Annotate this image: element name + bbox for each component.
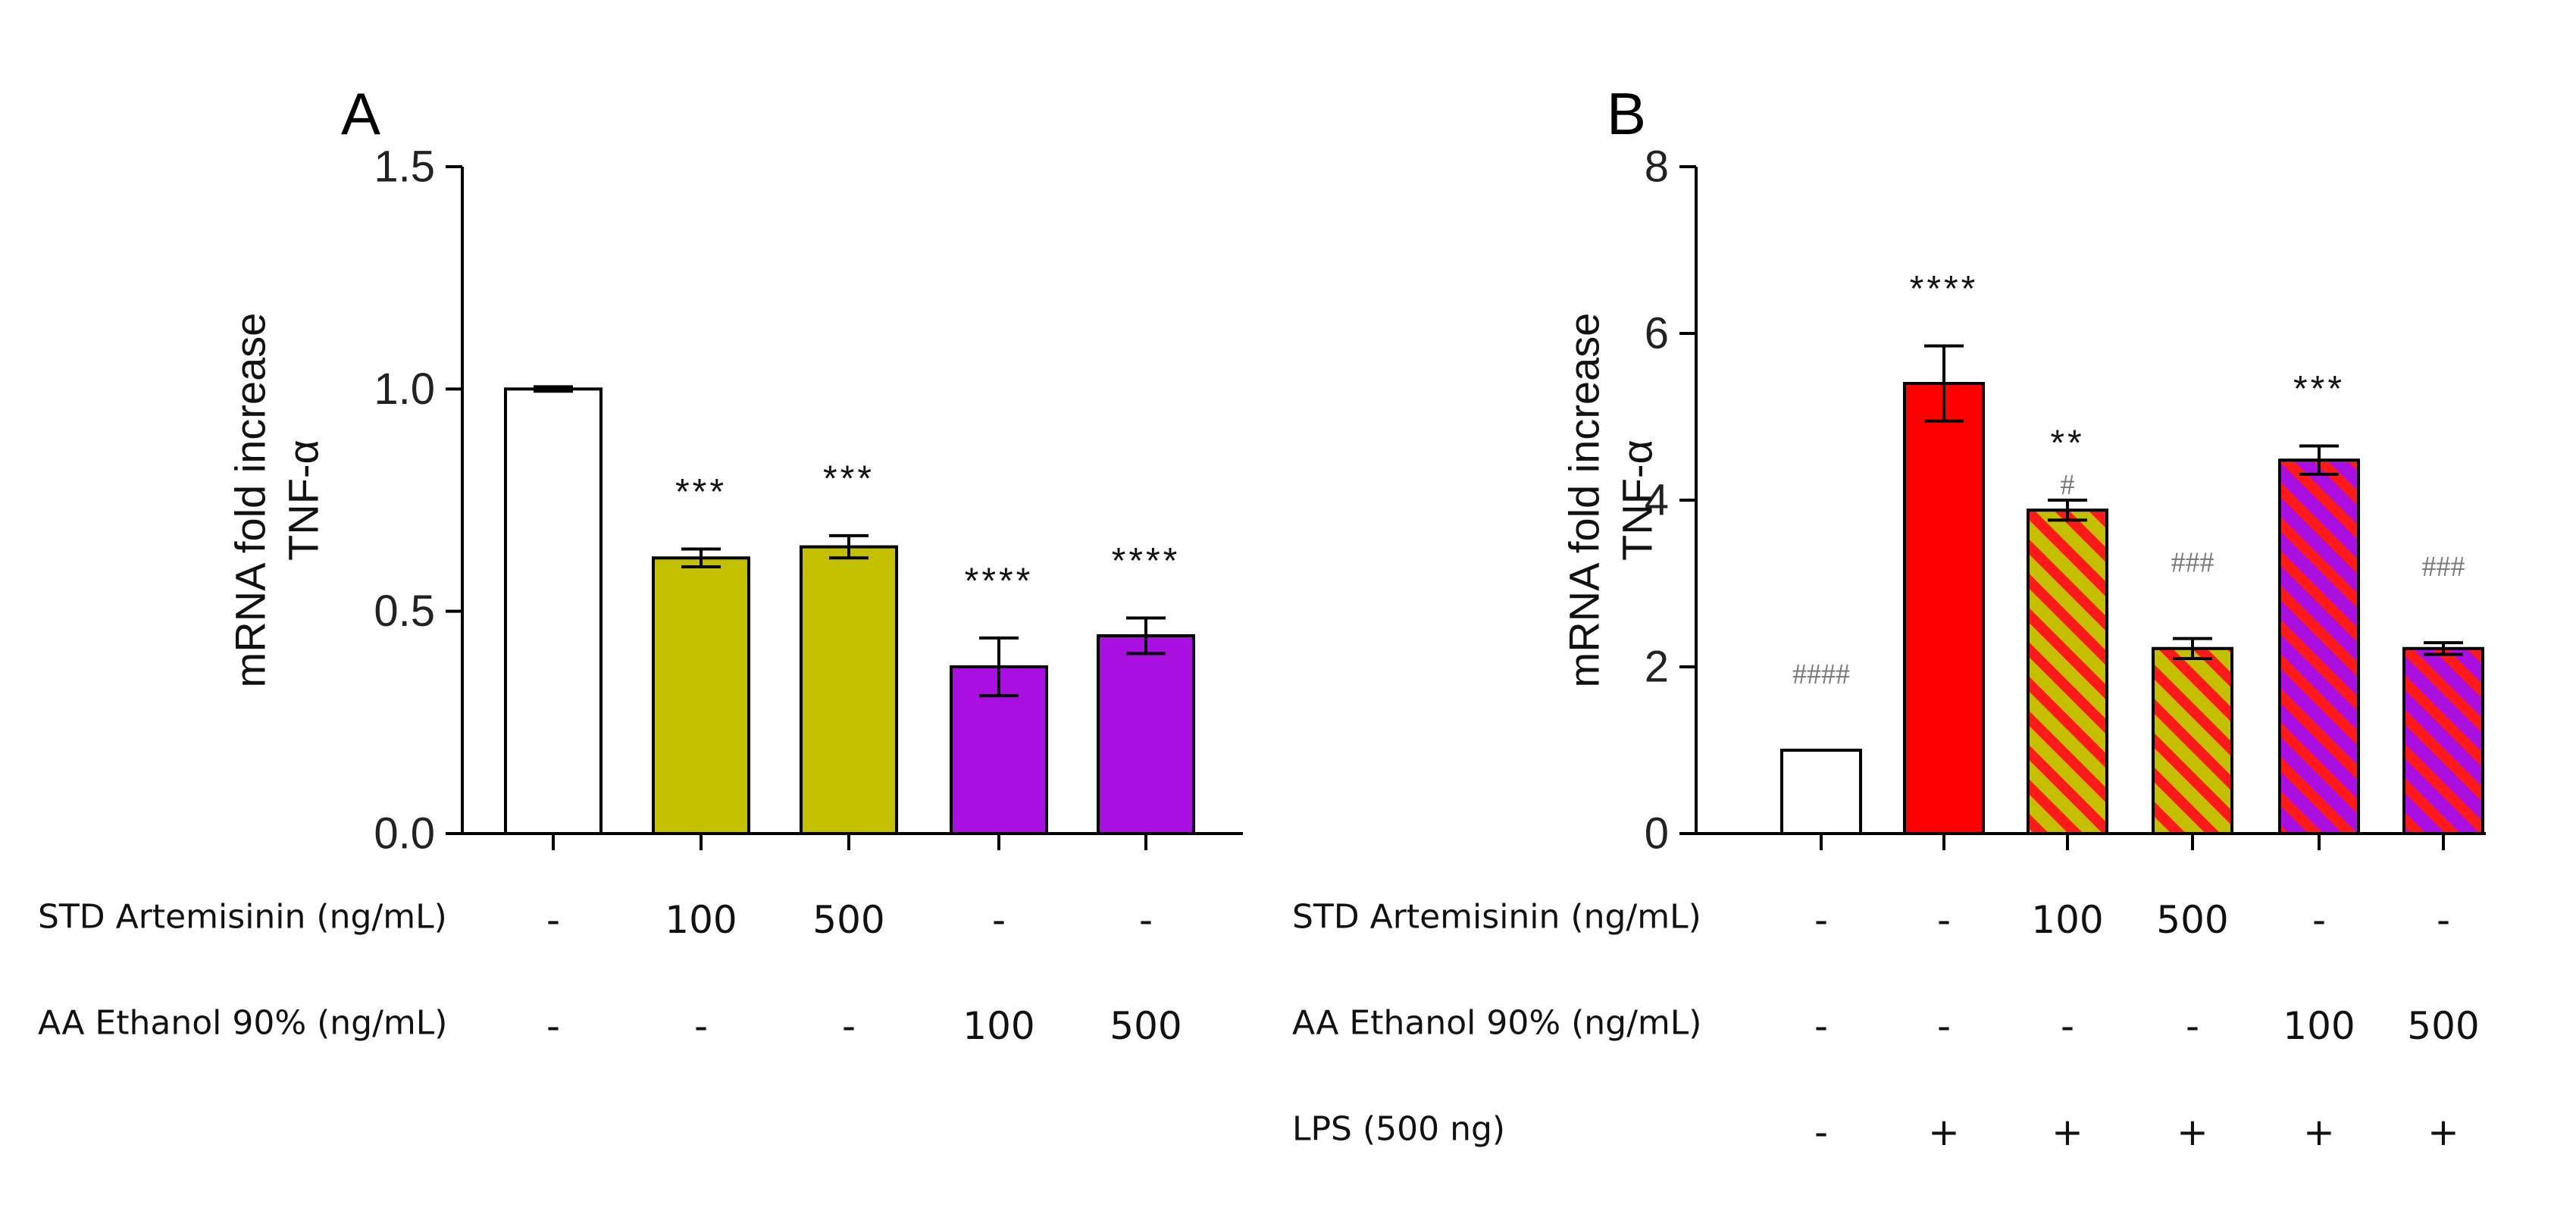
row-cell: - [546, 898, 560, 942]
bar [1780, 749, 1862, 835]
row-cell: - [1139, 898, 1153, 942]
bar [2027, 508, 2108, 835]
row-cell: 100 [2031, 898, 2103, 942]
row-cell: 500 [2156, 898, 2228, 942]
row-cell: - [2437, 898, 2450, 942]
hash-significance-label: ### [2422, 551, 2465, 583]
row-cell: + [2303, 1110, 2335, 1154]
bar [2278, 458, 2360, 835]
row-cell: + [2177, 1110, 2208, 1154]
significance-label: *** [2293, 369, 2345, 409]
row-cell: 500 [2407, 1004, 2479, 1048]
bar [2402, 646, 2484, 835]
row-cell: - [1937, 1004, 1951, 1048]
row-cell: 100 [665, 898, 737, 942]
bar [1097, 634, 1195, 836]
row-cell: + [2427, 1110, 2459, 1154]
y-tick-label: 8 [1645, 142, 1669, 192]
y-tick-label: 0 [1645, 809, 1669, 859]
row-cell: 100 [2283, 1004, 2355, 1048]
bar [2152, 646, 2233, 835]
row-cell: - [546, 1004, 560, 1048]
row-cell: - [694, 1004, 708, 1048]
row-label: LPS (500 ng) [1292, 1110, 1505, 1149]
row-cell: - [1937, 898, 1951, 942]
row-cell: - [1814, 1110, 1828, 1154]
significance-label: ** [2050, 424, 2084, 464]
panel-label: B [1607, 80, 1646, 147]
y-tick-label: 2 [1645, 643, 1669, 692]
row-label: AA Ethanol 90% (ng/mL) [1292, 1004, 1701, 1043]
bar [1903, 382, 1985, 835]
bar [800, 545, 898, 835]
hash-significance-label: #### [1792, 659, 1850, 690]
row-cell: - [842, 1004, 856, 1048]
row-cell: - [2186, 1004, 2199, 1048]
significance-label: **** [965, 561, 1034, 601]
y-tick-label: 0.0 [374, 809, 435, 859]
bar [652, 556, 750, 835]
y-tick-label: 4 [1645, 476, 1669, 525]
row-cell: + [2052, 1110, 2083, 1154]
y-tick-label: 1.5 [374, 142, 435, 192]
significance-label: **** [1112, 541, 1181, 581]
row-cell: - [1814, 898, 1828, 942]
row-cell: - [992, 898, 1006, 942]
y-axis-label-gene: TNF-α [1614, 440, 1661, 561]
y-axis-label-gene: TNF-α [280, 440, 327, 561]
y-tick-label: 0.5 [374, 587, 435, 636]
bar [504, 387, 603, 835]
row-cell: - [1814, 1004, 1828, 1048]
y-tick-label: 1.0 [374, 364, 435, 414]
significance-label: *** [675, 472, 727, 512]
row-label: STD Artemisinin (ng/mL) [38, 898, 447, 937]
y-axis-label: mRNA fold increase [1560, 313, 1608, 688]
row-cell: 500 [812, 898, 884, 942]
significance-label: **** [1910, 269, 1979, 309]
row-cell: - [2312, 898, 2326, 942]
y-tick-label: 6 [1645, 309, 1669, 358]
row-cell: + [1928, 1110, 1960, 1154]
row-cell: - [2061, 1004, 2074, 1048]
hash-significance-label: ### [2171, 547, 2214, 579]
row-label: AA Ethanol 90% (ng/mL) [38, 1004, 447, 1043]
hash-significance-label: # [2061, 469, 2075, 501]
significance-label: *** [823, 458, 875, 499]
row-cell: 500 [1110, 1004, 1182, 1048]
row-label: STD Artemisinin (ng/mL) [1292, 898, 1701, 937]
row-cell: 100 [962, 1004, 1034, 1048]
y-axis-label: mRNA fold increase [227, 313, 274, 688]
panel-label: A [341, 80, 380, 147]
